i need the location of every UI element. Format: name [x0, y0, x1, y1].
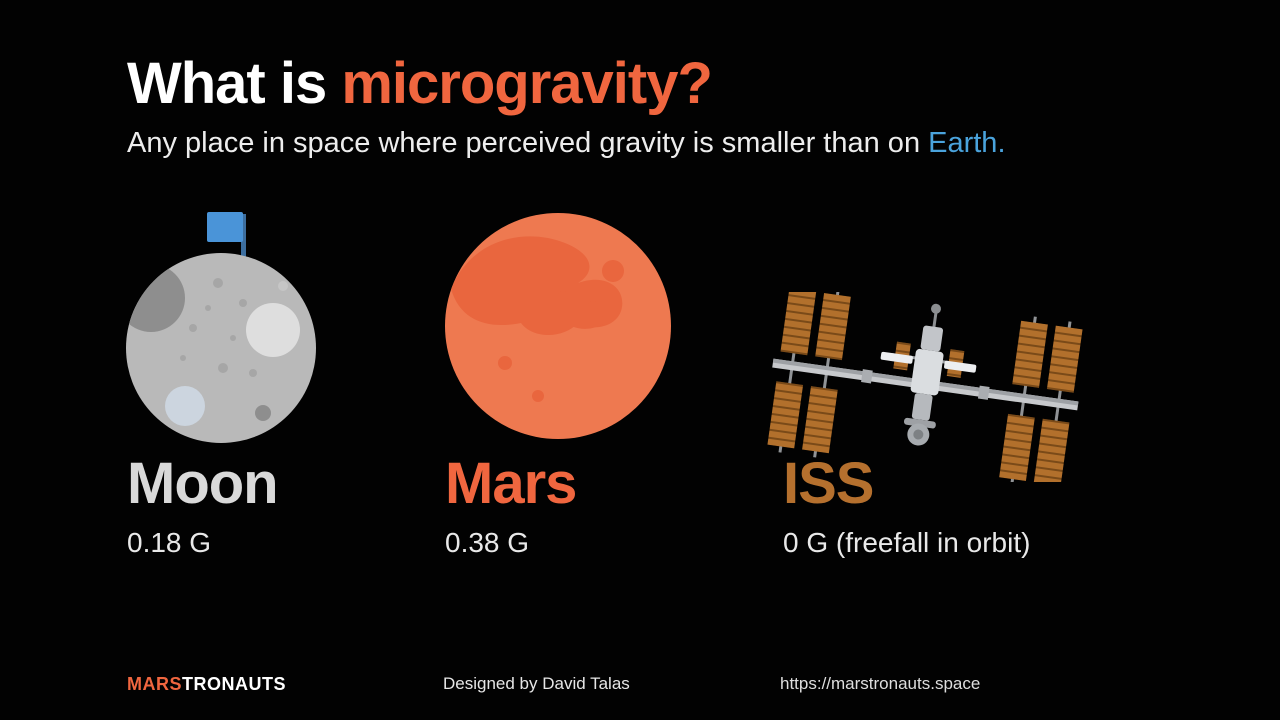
designer-credit: Designed by David Talas [443, 674, 630, 693]
iss-icon [765, 283, 1085, 491]
subtitle-text: Any place in space where perceived gravi… [127, 127, 929, 159]
moon-label: Moon [127, 451, 279, 516]
flag-icon [207, 212, 243, 242]
mars-icon [443, 211, 673, 446]
moon-icon [123, 208, 319, 449]
marstronauts-logo: MARSTRONAUTS [127, 674, 286, 695]
iss-gravity: 0 G (freefall in orbit) [783, 527, 1031, 558]
mars-label: Mars [445, 451, 577, 516]
mars-gravity: 0.38 G [445, 527, 530, 558]
flag-pole [241, 214, 246, 268]
subtitle: Any place in space where perceived gravi… [127, 127, 1006, 160]
logo-part-tronauts: TRONAUTS [182, 674, 286, 694]
logo-part-mars: MARS [127, 674, 182, 694]
title-highlight: microgravity? [341, 51, 713, 116]
moon-gravity: 0.18 G [127, 527, 212, 558]
iss-label: ISS [783, 451, 874, 516]
title-prefix: What is [127, 51, 342, 116]
website-url: https://marstronauts.space [780, 674, 981, 693]
subtitle-highlight: Earth. [928, 127, 1006, 159]
page-title: What is microgravity? [127, 50, 713, 117]
